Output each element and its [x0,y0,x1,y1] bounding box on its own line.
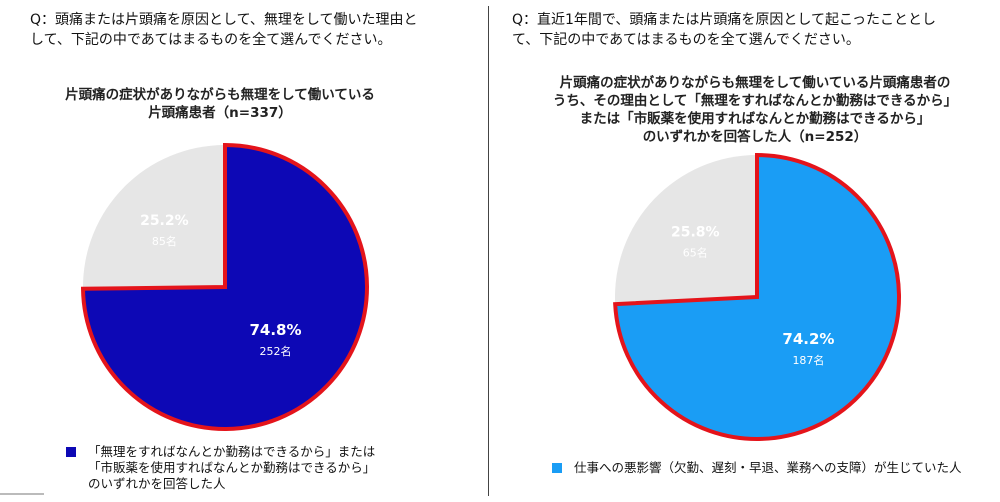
question-text: Q：頭痛または片頭痛を原因として、無理をして働いた理由と して、下記の中であては… [30,10,480,50]
right-panel: Q：直近1年間で、頭痛または片頭痛を原因として起こったこととし て、下記の中であ… [500,0,1000,502]
question-line: して、下記の中であてはまるものを全て選んでください。 [30,32,392,48]
slice-percent-label: 25.8% [671,224,720,240]
left-panel: Q：頭痛または片頭痛を原因として、無理をして働いた理由と して、下記の中であては… [0,0,490,502]
subtitle-line: 片頭痛患者（n=337） [148,105,292,121]
pie-chart-left: 25.2% 85名 74.8% 252名 [80,142,369,431]
slice-count-label: 252名 [260,344,292,358]
legend-label: 「無理をすればなんとか勤務はできるから」または 「市販薬を使用すればなんとか勤務… [88,444,375,492]
pie-slice-other [83,145,225,289]
legend-line: 仕事への悪影響（欠勤、遅刻・早退、業務への支障）が生じていた人 [574,460,962,475]
slice-count-label: 65名 [683,245,708,259]
chart-subtitle: 片頭痛の症状がありながらも無理をして働いている片頭痛患者の うち、その理由として… [520,74,990,146]
legend-swatch [66,447,76,457]
slice-percent-label: 74.8% [249,321,301,339]
pie-slice-highlighted [80,142,369,431]
panel-divider [488,6,489,496]
slice-count-label: 187名 [792,353,824,367]
question-line: Q：頭痛または片頭痛を原因として、無理をして働いた理由と [30,12,418,28]
chart-subtitle: 片頭痛の症状がありながらも無理をして働いている 片頭痛患者（n=337） [0,86,440,122]
subtitle-line: 片頭痛の症状がありながらも無理をして働いている片頭痛患者の [559,75,951,91]
question-line: て、下記の中であてはまるものを全て選んでください。 [512,32,860,48]
slice-count-label: 85名 [152,234,177,248]
legend-swatch [552,463,562,473]
pie-slice-other [615,155,757,305]
divider-mark [0,493,44,495]
question-line: Q：直近1年間で、頭痛または片頭痛を原因として起こったこととし [512,12,936,28]
subtitle-line: のいずれかを回答した人（n=252） [642,129,868,145]
subtitle-line: または「市販薬を使用すればなんとか勤務はできるから」 [579,111,931,127]
slice-percent-label: 25.2% [140,213,189,229]
subtitle-line: 片頭痛の症状がありながらも無理をして働いている [65,87,375,103]
legend-line: のいずれかを回答した人 [88,476,226,491]
question-text: Q：直近1年間で、頭痛または片頭痛を原因として起こったこととし て、下記の中であ… [512,10,992,50]
legend-line: 「市販薬を使用すればなんとか勤務はできるから」 [88,460,376,475]
pie-slice-highlighted [613,152,901,441]
subtitle-line: うち、その理由として「無理をすればなんとか勤務はできるから」 [552,93,958,109]
slice-percent-label: 74.2% [782,330,834,348]
pie-chart-right: 25.8% 65名 74.2% 187名 [613,152,901,441]
legend-line: 「無理をすればなんとか勤務はできるから」または [88,444,376,459]
legend-label: 仕事への悪影響（欠勤、遅刻・早退、業務への支障）が生じていた人 [574,460,962,476]
